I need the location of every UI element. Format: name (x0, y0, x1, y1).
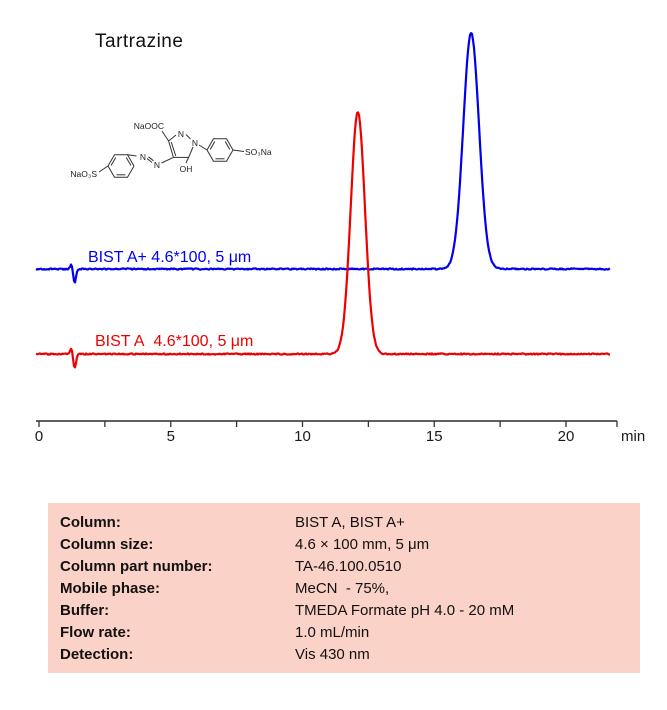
benzene-ring-right (206, 138, 234, 162)
structure-label-azo-n-right: N (154, 160, 160, 170)
param-value: TA-46.100.0510 (295, 558, 402, 575)
bond (98, 165, 109, 173)
x-axis-tick-label: 20 (558, 428, 575, 445)
param-value: Vis 430 nm (295, 646, 370, 663)
ring-bond (168, 140, 174, 158)
structure-label-carboxylate: NaOOC (134, 121, 164, 131)
param-value: BIST A, BIST A+ (295, 514, 405, 531)
trace-bist-a-label: BIST A 4.6*100, 5 μm (95, 333, 253, 350)
param-label: Column part number: (60, 558, 213, 575)
table-row: Column size: 4.6 × 100 mm, 5 μm (60, 534, 640, 556)
ring-bond (188, 146, 194, 158)
bond (161, 130, 170, 142)
structure-label-sulfonate-left: NaO₃S (70, 169, 97, 179)
param-label: Detection: (60, 646, 134, 663)
table-row: Mobile phase: MeCN - 75%, (60, 578, 640, 600)
table-row: Flow rate: 1.0 mL/min (60, 622, 640, 644)
double-bond (146, 158, 153, 163)
table-row: Column: BIST A, BIST A+ (60, 512, 640, 534)
double-bond (125, 157, 132, 166)
param-label: Column size: (60, 536, 154, 553)
bond (127, 154, 137, 157)
param-value: MeCN - 75%, (295, 580, 390, 597)
page-title: Tartrazine (95, 31, 184, 52)
param-label: Mobile phase: (60, 580, 161, 597)
ring-bond (185, 134, 191, 140)
param-label: Buffer: (60, 602, 110, 619)
table-row: Buffer: TMEDA Formate pH 4.0 - 20 mM (60, 600, 640, 622)
structure-label-azo-n-left: N (140, 152, 146, 162)
trace-bist-a-plus (35, 32, 611, 284)
x-axis-tick-label: 0 (35, 428, 43, 445)
structure-label-hydroxyl: OH (180, 164, 193, 174)
param-value: 4.6 × 100 mm, 5 μm (295, 536, 430, 553)
ring-bond (168, 134, 177, 142)
param-label: Column: (60, 514, 121, 531)
x-axis-unit-label: min (621, 428, 645, 445)
bond (232, 149, 245, 152)
bond (161, 156, 174, 164)
double-bond (148, 156, 154, 162)
method-parameters-table: Column: BIST A, BIST A+ Column size: 4.6 ×… (48, 503, 640, 673)
tartrazine-structure-diagram: NaO₃S N N N N NaOOC OH SO₃Na (70, 121, 272, 179)
x-axis-tick-label: 5 (167, 428, 175, 445)
x-axis-tick-label: 15 (426, 428, 443, 445)
trace-bist-a (35, 111, 611, 369)
table-row: Column part number: TA-46.100.0510 (60, 556, 640, 578)
structure-label-sulfonate-right: SO₃Na (245, 147, 272, 157)
double-bond (170, 141, 177, 157)
structure-label-ring-n-right: N (192, 138, 198, 148)
param-value: TMEDA Formate pH 4.0 - 20 mM (295, 602, 515, 619)
chromatogram: BIST A+ 4.6*100, 5 μm BIST A 4.6*100, 5 μ… (35, 32, 645, 445)
double-bond (224, 141, 231, 150)
double-bond (209, 141, 216, 150)
bond (185, 157, 190, 164)
param-label: Flow rate: (60, 624, 131, 641)
bond (198, 144, 208, 151)
structure-label-ring-n-top: N (178, 129, 184, 139)
double-bond (110, 157, 117, 166)
table-row: Detection: Vis 430 nm (60, 644, 640, 666)
x-axis-tick-label: 10 (294, 428, 311, 445)
trace-bist-a-plus-label: BIST A+ 4.6*100, 5 μm (88, 249, 251, 266)
param-value: 1.0 mL/min (295, 624, 370, 641)
